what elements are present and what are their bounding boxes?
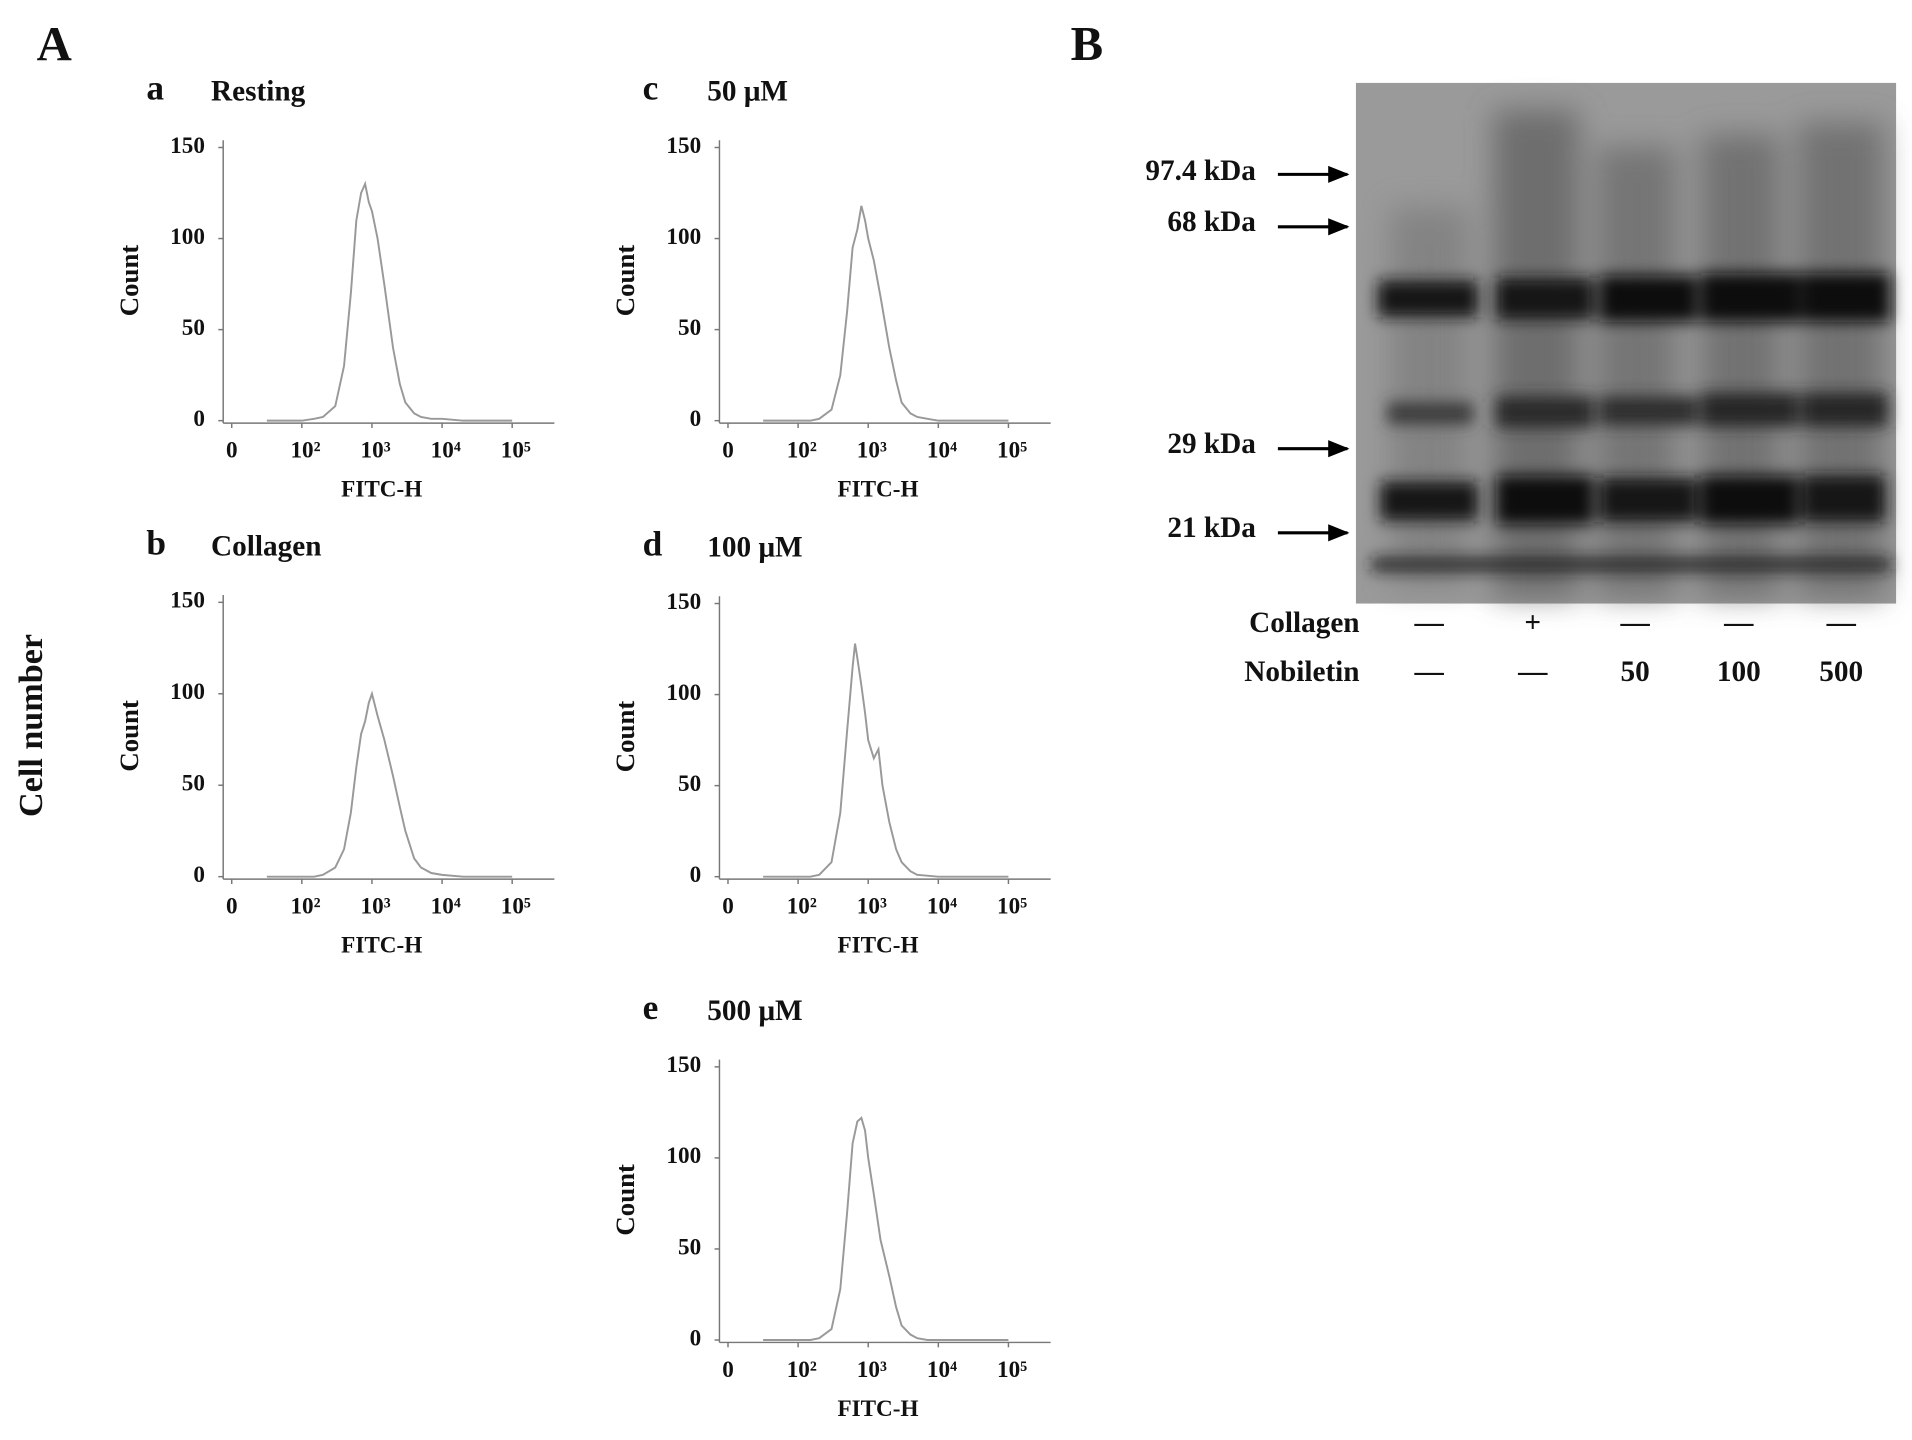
panel-label: A <box>37 17 72 71</box>
row-label: Nobiletin <box>1244 656 1359 688</box>
x-axis-label: FITC-H <box>341 933 422 959</box>
marker-label: 97.4 kDa <box>1145 155 1256 187</box>
y-tick-label: 150 <box>170 588 205 614</box>
y-tick-label: 100 <box>666 680 701 706</box>
row-cell: — <box>1413 656 1444 688</box>
panel-letter: c <box>643 68 659 108</box>
x-tick-label: 0 <box>722 1357 734 1383</box>
x-tick-label: 10⁵ <box>501 438 531 464</box>
x-tick-label: 10³ <box>857 438 887 464</box>
x-tick-label: 10⁴ <box>927 1357 957 1383</box>
y-tick-label: 150 <box>666 1052 701 1078</box>
histogram-curve <box>763 1116 1009 1341</box>
x-tick-label: 10² <box>787 1357 817 1383</box>
x-tick-label: 10³ <box>857 894 887 920</box>
y-tick-label: 0 <box>193 406 205 432</box>
x-tick-label: 10² <box>787 438 817 464</box>
histogram-curve <box>266 690 513 878</box>
row-cell: + <box>1524 607 1541 639</box>
marker-label: 21 kDa <box>1167 512 1256 544</box>
marker-label: 29 kDa <box>1167 428 1256 460</box>
x-axis-label: FITC-H <box>341 477 422 503</box>
y-tick-label: 50 <box>182 315 205 341</box>
y-tick-label: 100 <box>666 224 701 250</box>
blot-image <box>1355 82 1897 604</box>
x-tick-label: 10⁴ <box>431 894 461 920</box>
panel-letter: b <box>146 522 166 562</box>
y-tick-label: 100 <box>666 1143 701 1169</box>
y-tick-label: 50 <box>678 771 701 797</box>
x-tick-label: 10⁴ <box>431 438 461 464</box>
y-tick-label: 150 <box>666 589 701 615</box>
x-axis-label: FITC-H <box>837 933 918 959</box>
row-label: Collagen <box>1249 607 1360 639</box>
y-axis-label: Count <box>114 245 144 317</box>
y-axis-label: Count <box>610 701 640 773</box>
y-tick-label: 50 <box>678 315 701 341</box>
x-tick-label: 0 <box>722 894 734 920</box>
y-tick-label: 50 <box>678 1234 701 1260</box>
row-cell: — <box>1723 607 1754 639</box>
x-tick-label: 0 <box>226 438 238 464</box>
y-tick-label: 0 <box>690 1325 702 1351</box>
y-tick-label: 150 <box>170 133 205 159</box>
x-tick-label: 0 <box>722 438 734 464</box>
x-axis-label: FITC-H <box>837 1396 918 1422</box>
panel-letter: a <box>146 68 164 108</box>
row-cell: — <box>1413 607 1444 639</box>
x-tick-label: 0 <box>226 894 238 920</box>
x-tick-label: 10³ <box>857 1357 887 1383</box>
row-cell: 500 <box>1819 656 1863 688</box>
y-tick-label: 150 <box>666 133 701 159</box>
panel-label: B <box>1071 17 1104 71</box>
histogram-curve <box>266 180 513 422</box>
x-tick-label: 10⁵ <box>997 1357 1027 1383</box>
y-tick-label: 0 <box>690 862 702 888</box>
x-tick-label: 10³ <box>361 438 391 464</box>
y-tick-label: 100 <box>170 224 205 250</box>
blot-markers: 97.4 kDa 68 kDa 29 kDa 21 kDa <box>1145 155 1350 544</box>
y-axis-label: Count <box>610 245 640 317</box>
row-cell: 50 <box>1621 656 1650 688</box>
row-cell: — <box>1620 607 1651 639</box>
y-tick-label: 100 <box>170 679 205 705</box>
x-axis-label: FITC-H <box>837 477 918 503</box>
y-axis-label: Count <box>610 1164 640 1236</box>
panel-letter: d <box>643 524 663 564</box>
panel-title: 50 μM <box>707 76 788 108</box>
marker-label: 68 kDa <box>1167 206 1256 238</box>
row-cell: — <box>1517 656 1548 688</box>
blot-rows: Collagen — + — — — Nobiletin — — 50 100 500 <box>1244 607 1863 688</box>
x-tick-label: 10⁴ <box>927 438 957 464</box>
x-tick-label: 10⁴ <box>927 894 957 920</box>
panel-title: 500 μM <box>707 995 802 1027</box>
figure-y-title: Cell number <box>13 634 50 817</box>
histogram-curve <box>763 643 1009 878</box>
panel-title: Collagen <box>211 530 322 562</box>
x-tick-label: 10⁵ <box>501 894 531 920</box>
panel-title: Resting <box>211 76 306 108</box>
x-tick-label: 10² <box>787 894 817 920</box>
y-axis-label: Count <box>114 700 144 772</box>
row-cell: 100 <box>1717 656 1761 688</box>
x-tick-label: 10⁵ <box>997 438 1027 464</box>
histogram-curve <box>763 205 1009 422</box>
y-tick-label: 0 <box>193 862 205 888</box>
y-tick-label: 50 <box>182 771 205 797</box>
panel-letter: e <box>643 987 659 1027</box>
x-tick-label: 10⁵ <box>997 894 1027 920</box>
y-tick-label: 0 <box>690 406 702 432</box>
x-tick-label: 10² <box>290 438 320 464</box>
x-tick-label: 10³ <box>361 894 391 920</box>
x-tick-label: 10² <box>290 894 320 920</box>
panel-title: 100 μM <box>707 532 802 564</box>
row-cell: — <box>1826 607 1857 639</box>
